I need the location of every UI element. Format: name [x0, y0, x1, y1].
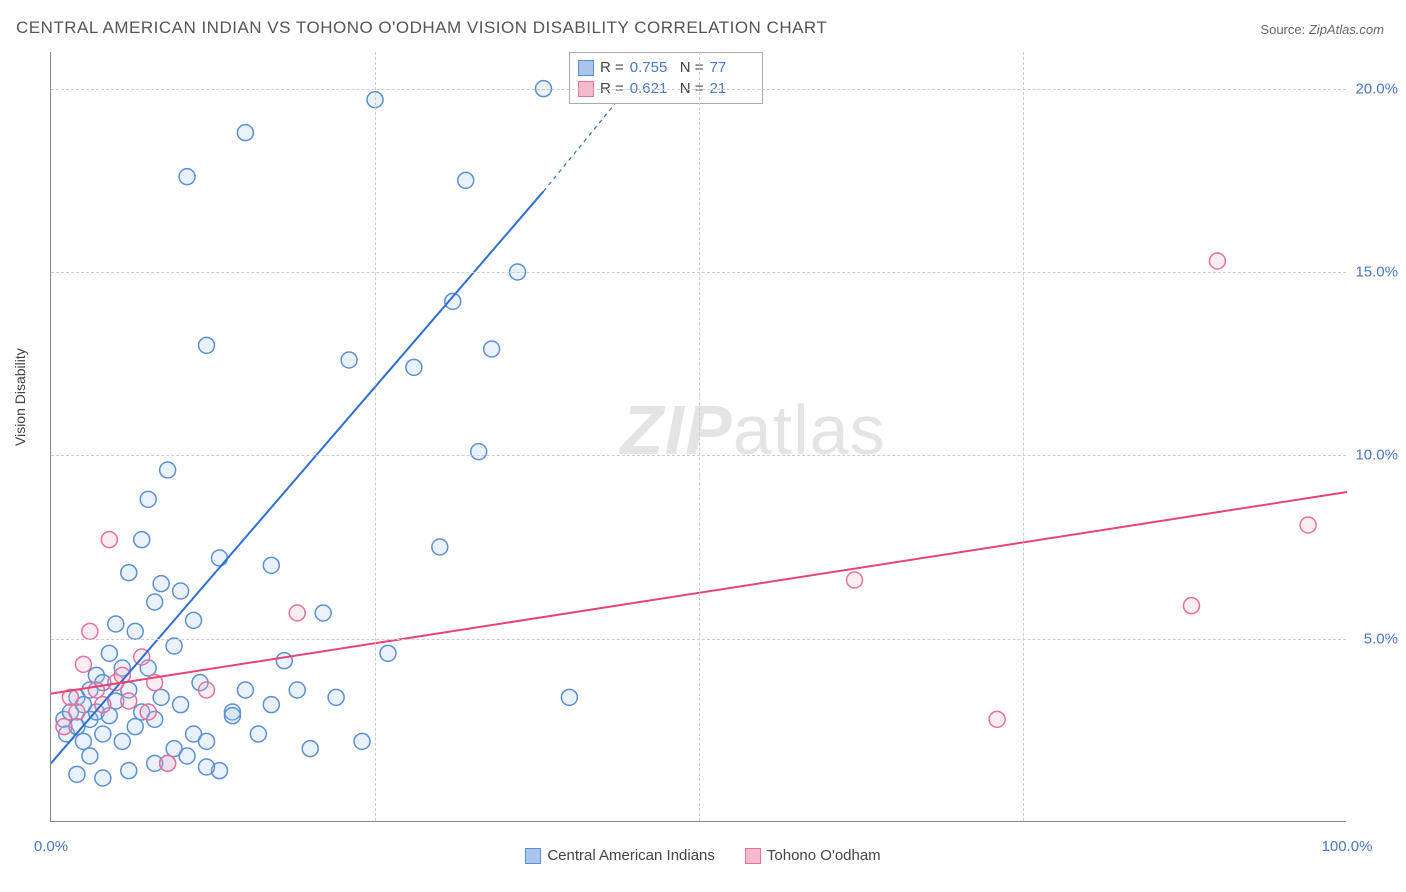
legend: Central American Indians Tohono O'odham: [0, 847, 1406, 864]
legend-swatch-series1: [525, 848, 541, 864]
chart-title: CENTRAL AMERICAN INDIAN VS TOHONO O'ODHA…: [16, 18, 827, 38]
source-value: ZipAtlas.com: [1309, 22, 1384, 37]
plot-area: ZIPatlas R = 0.755 N = 77 R = 0.621 N = …: [50, 52, 1346, 822]
legend-item-series1: Central American Indians: [525, 847, 715, 864]
legend-label-series2: Tohono O'odham: [767, 847, 881, 864]
chart-root: CENTRAL AMERICAN INDIAN VS TOHONO O'ODHA…: [0, 0, 1406, 892]
stats-box: R = 0.755 N = 77 R = 0.621 N = 21: [569, 52, 763, 104]
y-axis-label: Vision Disability: [12, 348, 28, 446]
legend-label-series1: Central American Indians: [547, 847, 715, 864]
r-label-1: R =: [600, 59, 624, 76]
ytick-label: 15.0%: [1355, 264, 1398, 281]
source-attribution: Source: ZipAtlas.com: [1260, 22, 1384, 37]
legend-swatch-series2: [745, 848, 761, 864]
swatch-series1: [578, 60, 594, 76]
ytick-label: 5.0%: [1364, 630, 1398, 647]
ytick-label: 10.0%: [1355, 447, 1398, 464]
n-value-series1: 77: [710, 59, 754, 76]
source-label: Source:: [1260, 22, 1305, 37]
legend-item-series2: Tohono O'odham: [745, 847, 881, 864]
ytick-label: 20.0%: [1355, 80, 1398, 97]
stats-row-series1: R = 0.755 N = 77: [578, 57, 754, 78]
r-value-series1: 0.755: [630, 59, 674, 76]
